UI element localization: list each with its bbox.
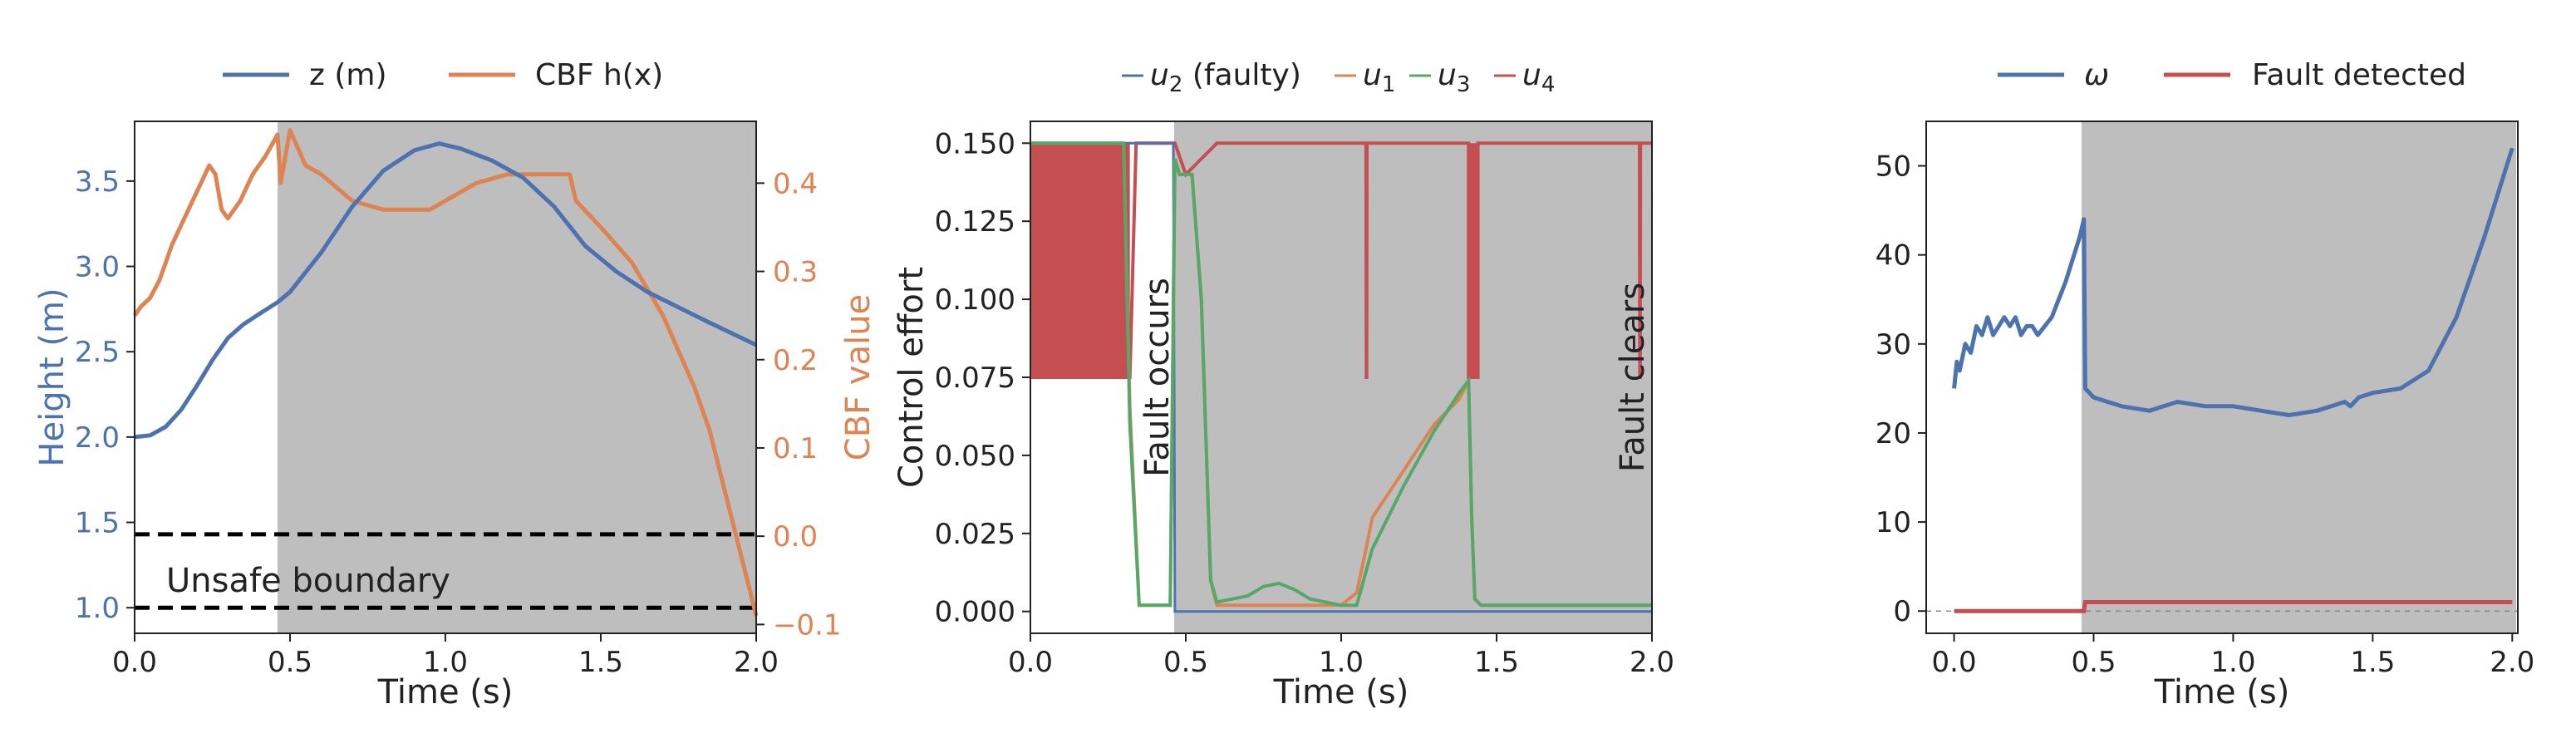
panel-height-cbf: 0.0 0.5 1.0 1.5 2.0 1.0 1.5 2.0 2.5 3.0 3.5 −0.1 0.0… — [33, 58, 878, 711]
panel2-annotation-fault-clears: Fault clears — [1614, 283, 1652, 472]
xtick-label: 1.5 — [1474, 646, 1519, 679]
ytick-label: 10 — [1875, 506, 1911, 539]
series-line-cbf — [132, 128, 759, 617]
xtick-label: 0.0 — [1932, 646, 1977, 679]
ytick-label: 20 — [1875, 417, 1911, 450]
ytick-label: 1.5 — [75, 507, 120, 540]
ytick-label: 3.5 — [75, 165, 120, 199]
xtick-label: 0.5 — [2071, 646, 2116, 679]
legend-label-u1: u1 — [1363, 58, 1395, 97]
xtick-label: 0.5 — [268, 646, 312, 679]
xtick-label: 1.0 — [423, 646, 468, 679]
xtick-label: 1.0 — [1319, 646, 1364, 679]
panel3-marks — [1926, 147, 2518, 613]
ytick-label: 1.0 — [75, 592, 120, 625]
panel1-fault-shading — [278, 121, 756, 633]
panel3-fault-shading — [2082, 121, 2516, 633]
panel1-ticks: 0.0 0.5 1.0 1.5 2.0 1.0 1.5 2.0 2.5 3.0 3.5 −0.1 0.0… — [75, 165, 842, 679]
ytick-label: 0.150 — [935, 127, 1015, 160]
legend-u3-sub: 3 — [1457, 72, 1471, 97]
legend-u2-suffix: (faulty) — [1182, 58, 1301, 92]
ytick-label: 30 — [1875, 328, 1911, 362]
ytick-label: 0.050 — [935, 440, 1015, 473]
legend-u4-sub: 4 — [1541, 72, 1556, 97]
ytick-right-label: 0.3 — [773, 256, 818, 289]
panel3-ticks: 0.0 0.5 1.0 1.5 2.0 0 10 20 30 40 50 — [1875, 150, 2535, 679]
ytick-label: 50 — [1875, 150, 1911, 184]
panel1-xlabel: Time (s) — [377, 673, 514, 711]
panel1-ylabel: Height (m) — [33, 288, 71, 466]
xtick-label: 1.5 — [2350, 646, 2395, 679]
panel2-annotation-fault-occurs: Fault occurs — [1138, 278, 1177, 477]
series-line-u3 — [1030, 141, 1652, 608]
panel1-legend: z (m) CBF h(x) — [223, 58, 663, 92]
panel2-legend: u2 (faulty) u1 u3 u4 — [1122, 58, 1555, 97]
xtick-label: 0.5 — [1163, 646, 1208, 679]
ytick-label: 0.075 — [935, 362, 1015, 395]
u4-switching-band — [1030, 143, 1130, 378]
panel2-ticks: 0.0 0.5 1.0 1.5 2.0 0.000 0.025 0.050 0.075 0.100… — [935, 127, 1674, 679]
panel2-marks — [1030, 141, 1652, 613]
legend-label-u2: u2 (faulty) — [1150, 58, 1301, 97]
xtick-label: 0.0 — [1008, 646, 1053, 679]
legend-u2-sub: 2 — [1169, 72, 1183, 97]
ytick-label: 0.125 — [935, 205, 1015, 239]
series-line-omega — [1952, 147, 2515, 417]
legend-u3-var: u — [1438, 58, 1457, 92]
panel2-xlabel: Time (s) — [1273, 673, 1409, 711]
xtick-label: 1.0 — [2210, 646, 2255, 679]
panel1-annotation-unsafe-boundary: Unsafe boundary — [166, 562, 450, 600]
xtick-label: 2.0 — [734, 646, 779, 679]
ytick-right-label: 0.4 — [773, 167, 818, 200]
ytick-label: 0.100 — [935, 283, 1015, 317]
series-line-fault-detected — [1954, 600, 2513, 613]
series-line-u4 — [1030, 141, 1652, 379]
ytick-label: 40 — [1875, 239, 1911, 273]
panel3-frame — [1925, 121, 2519, 634]
legend-label-fault: Fault detected — [2252, 58, 2466, 92]
panel2-ylabel: Control effort — [892, 267, 931, 488]
series-line-height — [134, 141, 758, 440]
ytick-right-label: 0.1 — [773, 432, 818, 465]
ytick-right-label: 0.2 — [773, 344, 818, 377]
legend-label-u3: u3 — [1438, 58, 1470, 97]
legend-u4-var: u — [1522, 58, 1541, 92]
ytick-right-label: 0.0 — [773, 520, 818, 554]
ytick-label: 0.025 — [935, 518, 1015, 551]
u4-switching-band — [1468, 143, 1478, 378]
panel-control-effort: 0.0 0.5 1.0 1.5 2.0 0.000 0.025 0.050 0.075 0.100… — [892, 58, 1674, 711]
panel1-ylabel-right: CBF value — [839, 294, 878, 460]
xtick-label: 0.0 — [112, 646, 157, 679]
panel3-xlabel: Time (s) — [2154, 673, 2290, 711]
legend-label-z: z (m) — [309, 58, 387, 92]
ytick-label: 0.000 — [935, 596, 1015, 629]
ytick-label: 0 — [1893, 595, 1911, 628]
legend-label-cbf: CBF h(x) — [535, 58, 663, 92]
xtick-label: 2.0 — [1630, 646, 1674, 679]
legend-label-omega: ω — [2084, 58, 2109, 92]
ytick-label: 2.5 — [75, 336, 120, 369]
panel1-marks — [132, 128, 759, 617]
ytick-label: 2.0 — [75, 421, 120, 455]
ytick-right-label: −0.1 — [773, 608, 842, 642]
legend-label-u4: u4 — [1522, 58, 1555, 97]
legend-u2-var: u — [1150, 58, 1169, 92]
xtick-label: 2.0 — [2490, 646, 2534, 679]
panel-omega-fault: 0.0 0.5 1.0 1.5 2.0 0 10 20 30 40 50 Time (s) ω Fa… — [1875, 58, 2535, 711]
legend-u1-sub: 1 — [1382, 72, 1396, 97]
panel3-legend: ω Fault detected — [1998, 58, 2466, 92]
xtick-label: 1.5 — [578, 646, 623, 679]
legend-u1-var: u — [1363, 58, 1382, 92]
ytick-label: 3.0 — [75, 251, 120, 284]
panel2-fault-shading — [1174, 121, 1652, 633]
